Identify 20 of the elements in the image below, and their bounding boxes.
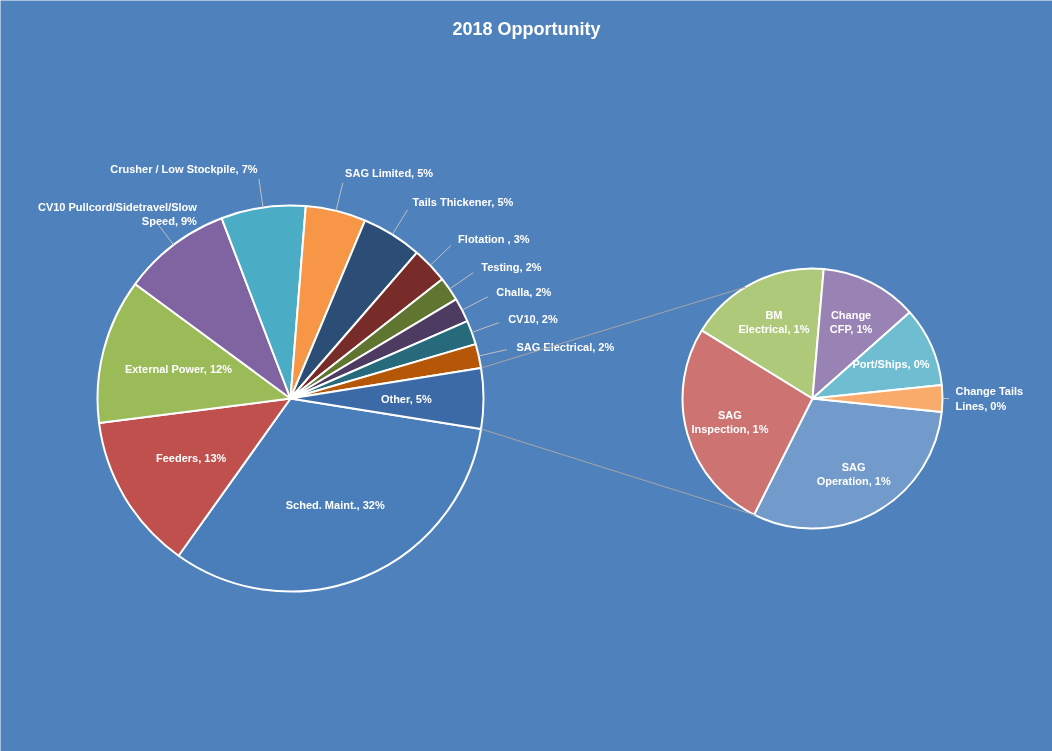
slice-label: SAG Electrical, 2% xyxy=(516,341,615,354)
slice-label: Change Tails Lines, 0% xyxy=(955,385,1024,412)
slice-label: Port/Ships, 0% xyxy=(852,357,930,370)
slice-label: External Power, 12% xyxy=(124,363,233,376)
slice-label: SAG Limited, 5% xyxy=(345,167,434,180)
slice-label: SAG Inspection, 1% xyxy=(691,408,769,436)
slice-label: SAG Operation, 1% xyxy=(816,460,891,487)
chart-title: 2018 Opportunity xyxy=(452,18,601,39)
slice-label: Flotation , 3% xyxy=(458,232,530,245)
slice-label: CV10 Pullcord/Sidetravel/Slow Speed, 9% xyxy=(37,201,198,228)
slice-label: CV10, 2% xyxy=(508,313,558,326)
slice-label: Testing, 2% xyxy=(481,261,542,274)
slice-label: Crusher / Low Stockpile, 7% xyxy=(110,163,258,176)
slice-label: Sched. Maint., 32% xyxy=(285,499,385,512)
slice-label: BM Electrical, 1% xyxy=(738,308,810,336)
slice-label: Change CFP, 1% xyxy=(829,308,873,336)
slice-label: Challa, 2% xyxy=(496,286,552,299)
slice-label: Tails Thickener, 5% xyxy=(412,195,514,208)
slice-label: Feeders, 13% xyxy=(155,451,227,464)
slice-label: Other, 5% xyxy=(380,392,432,405)
